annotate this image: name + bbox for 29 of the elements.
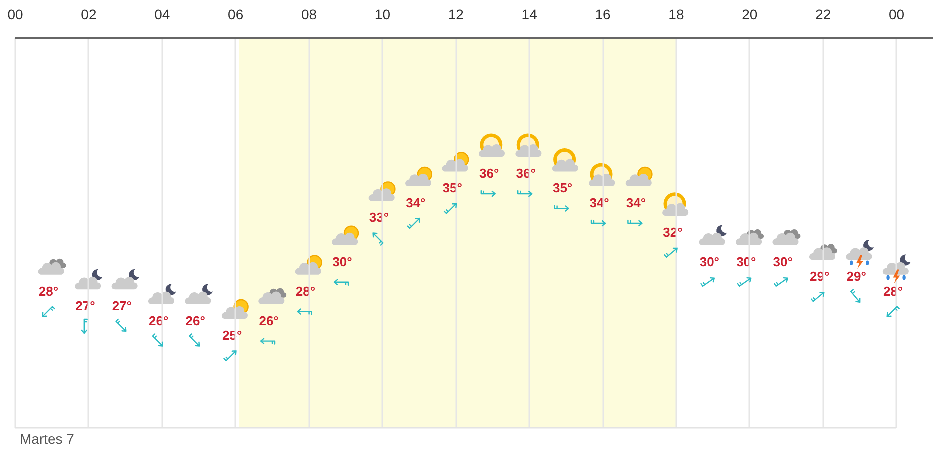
data-label: 30°: [700, 254, 720, 270]
text: Martes 7: [20, 431, 75, 447]
x-tick-label: 22: [816, 6, 832, 22]
data-label: 29°: [846, 269, 866, 284]
data-label: 35°: [552, 180, 573, 196]
x-tick-label: 14: [522, 6, 538, 22]
data-label: 30°: [332, 254, 352, 270]
x-tick-label: 00: [888, 6, 905, 22]
data-label: 27°: [112, 298, 132, 314]
data-label: 34°: [626, 195, 646, 210]
x-tick-label: 02: [81, 6, 97, 22]
x-tick-label: 12: [448, 6, 464, 22]
x-tick-label: 18: [668, 6, 684, 22]
data-label: 34°: [406, 195, 426, 210]
x-tick-label: 08: [301, 6, 318, 22]
x-tick-label: 10: [374, 6, 391, 22]
data-label: 30°: [773, 254, 793, 270]
data-label: 28°: [38, 284, 59, 299]
data-label: 36°: [480, 166, 500, 181]
data-label: 28°: [296, 284, 316, 299]
x-tick-label: 04: [154, 6, 170, 22]
data-label: 35°: [442, 180, 462, 196]
x-tick-label: 06: [228, 6, 244, 22]
data-label: 26°: [186, 313, 206, 328]
x-tick-label: 16: [595, 6, 612, 22]
x-tick-label: 20: [742, 6, 758, 22]
data-label: 34°: [590, 195, 610, 210]
data-label: 26°: [259, 313, 279, 328]
x-tick-label: 00: [8, 6, 24, 22]
